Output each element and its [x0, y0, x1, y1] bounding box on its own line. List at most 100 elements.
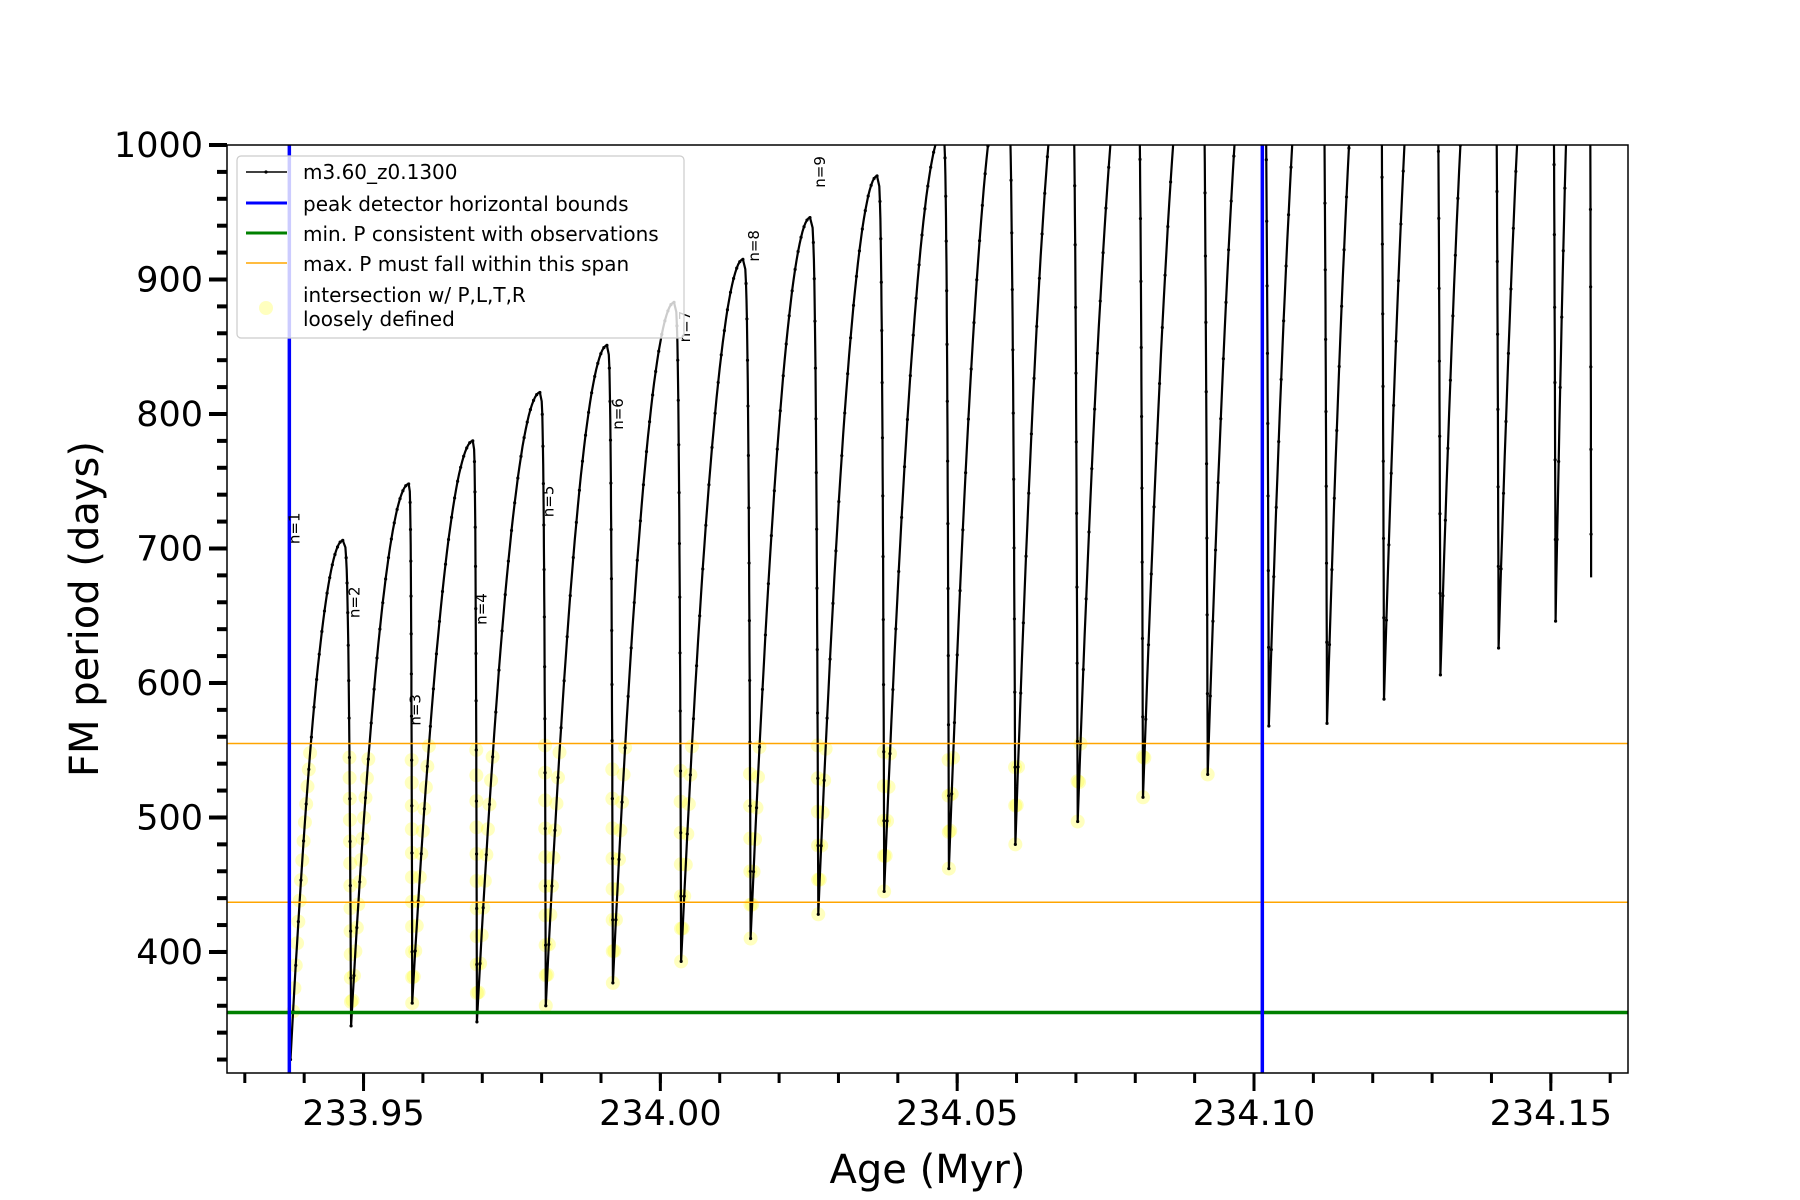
model-point: [917, 263, 921, 267]
model-point: [317, 652, 321, 656]
model-point: [900, 515, 904, 520]
model-point: [1073, 184, 1077, 188]
model-point: [543, 771, 547, 775]
model-point: [1519, 68, 1522, 71]
model-point: [1243, 14, 1246, 17]
model-point: [474, 799, 479, 803]
model-point: [747, 561, 751, 565]
model-point: [484, 853, 488, 857]
model-point: [1337, 364, 1341, 369]
model-point: [344, 556, 348, 560]
model-point: [1297, 46, 1300, 49]
model-point: [473, 525, 477, 529]
legend-label-intersection-2: loosely defined: [303, 307, 455, 331]
model-point: [1051, 94, 1054, 97]
model-point: [408, 500, 412, 505]
model-line: [289, 145, 1593, 1060]
model-point: [1344, 195, 1349, 199]
model-point: [1160, 325, 1164, 330]
model-point: [1553, 305, 1557, 309]
model-point: [1024, 554, 1028, 558]
model-point: [487, 802, 492, 806]
model-point: [538, 390, 542, 395]
model-point: [1075, 739, 1080, 743]
model-point: [1138, 103, 1141, 106]
model-point: [778, 409, 782, 413]
model-point: [685, 832, 689, 836]
model-point: [1323, 138, 1326, 141]
model-point: [941, 130, 944, 133]
model-point: [647, 420, 652, 424]
y-axis-label: FM period (days): [62, 441, 108, 777]
model-point: [349, 1024, 353, 1028]
model-point: [345, 581, 349, 585]
model-point: [443, 562, 448, 566]
model-point: [1456, 196, 1460, 200]
model-point: [1553, 380, 1557, 385]
model-point: [694, 664, 699, 668]
model-point: [741, 257, 745, 261]
legend-marker-model: [264, 170, 268, 174]
model-point: [543, 826, 547, 831]
model-point: [409, 672, 413, 676]
model-point: [434, 652, 439, 656]
model-point: [1009, 131, 1012, 134]
model-point: [1124, 5, 1127, 8]
model-point: [609, 481, 613, 485]
model-point: [366, 757, 370, 761]
model-point: [819, 844, 823, 848]
model-point: [1095, 351, 1100, 355]
model-point: [793, 267, 797, 271]
model-point: [1509, 287, 1513, 291]
model-point: [544, 943, 548, 947]
model-point: [1073, 305, 1078, 309]
y-tick-label: 1000: [114, 126, 203, 166]
model-point: [338, 540, 342, 544]
model-point: [322, 609, 327, 613]
model-point: [378, 627, 382, 631]
model-point: [1062, 19, 1065, 22]
model-point: [605, 343, 609, 347]
model-point: [977, 239, 982, 243]
model-point: [716, 380, 720, 385]
model-point: [938, 133, 941, 136]
model-point: [834, 549, 838, 553]
model-point: [1448, 378, 1452, 382]
cycle-annotation: n=3: [407, 694, 425, 726]
model-point: [707, 483, 711, 487]
model-point: [1073, 243, 1077, 247]
model-point: [409, 559, 413, 563]
model-point: [1012, 546, 1016, 550]
model-point: [1043, 191, 1047, 195]
model-point: [1203, 254, 1208, 258]
model-point: [1118, 42, 1121, 45]
x-tick-label: 234.15: [1490, 1094, 1612, 1134]
model-point: [425, 764, 429, 768]
model-point: [562, 679, 566, 683]
model-point: [580, 459, 585, 463]
model-point: [908, 373, 912, 378]
model-point: [1272, 575, 1276, 579]
model-point: [872, 176, 876, 181]
model-point: [894, 627, 898, 631]
model-point: [676, 398, 680, 402]
model-point: [1168, 180, 1173, 184]
model-point: [348, 839, 352, 844]
model-point: [610, 682, 614, 687]
x-axis-label: Age (Myr): [830, 1147, 1026, 1193]
model-point: [679, 894, 683, 898]
model-point: [1381, 384, 1385, 388]
model-point: [805, 218, 809, 222]
model-point: [465, 446, 469, 450]
model-point: [1394, 339, 1398, 343]
model-point: [392, 521, 396, 525]
model-point: [848, 336, 853, 340]
model-point: [516, 476, 520, 480]
model-point: [1208, 694, 1212, 698]
model-point: [1107, 165, 1111, 169]
model-point: [1011, 348, 1015, 352]
model-point: [348, 797, 352, 801]
model-point: [880, 436, 885, 440]
model-point: [1396, 279, 1401, 283]
